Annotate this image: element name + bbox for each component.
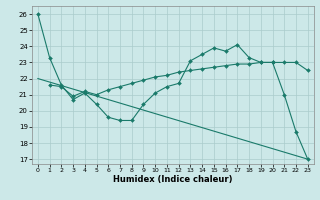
X-axis label: Humidex (Indice chaleur): Humidex (Indice chaleur) bbox=[113, 175, 233, 184]
